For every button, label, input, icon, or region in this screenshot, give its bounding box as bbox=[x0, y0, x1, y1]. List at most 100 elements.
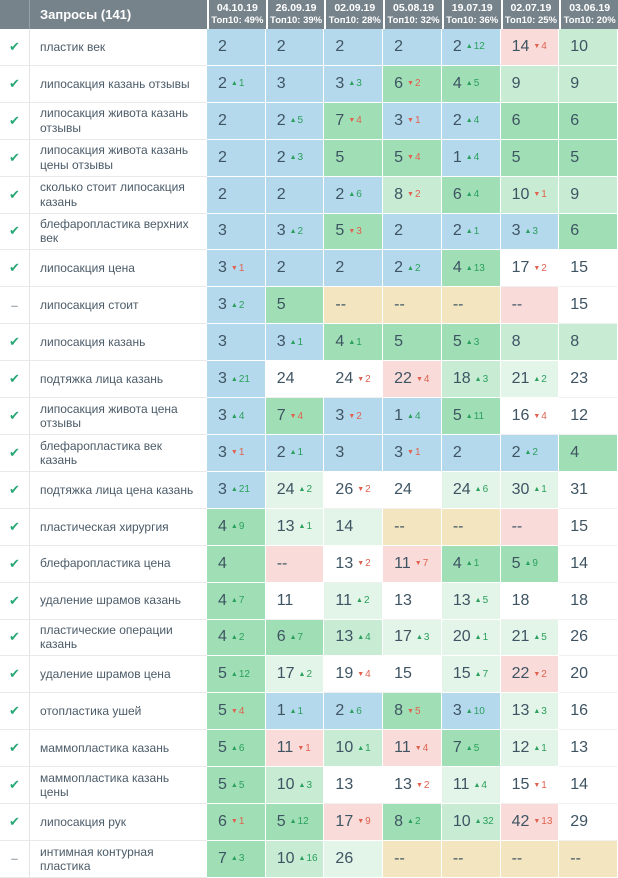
row-status-cell[interactable]: ✔ bbox=[0, 324, 30, 362]
position-cell: 15 bbox=[559, 508, 618, 546]
keyword-cell[interactable]: пластические операции казань bbox=[30, 619, 207, 657]
column-date: 02.09.19 bbox=[334, 2, 376, 14]
row-status-cell[interactable]: – bbox=[0, 287, 30, 325]
row-status-cell[interactable]: ✔ bbox=[0, 619, 30, 657]
date-column-header[interactable]: 05.08.19 Топ10: 32% bbox=[383, 0, 442, 29]
keyword-cell[interactable]: сколько стоит липосакция казань bbox=[30, 176, 207, 214]
row-status-cell[interactable]: ✔ bbox=[0, 545, 30, 583]
row-status-cell[interactable]: ✔ bbox=[0, 730, 30, 768]
position-cell: 2 bbox=[207, 29, 266, 66]
row-status-cell[interactable]: ✔ bbox=[0, 434, 30, 472]
row-status-cell[interactable]: ✔ bbox=[0, 398, 30, 435]
table-row: ✔ пластик век 2 2 2 2 2 ▲ 12 14 ▼ 4 10 bbox=[0, 29, 618, 66]
keyword-cell[interactable]: липосакция стоит bbox=[30, 287, 207, 325]
keyword-cell[interactable]: подтяжка лица казань bbox=[30, 361, 207, 399]
delta-value: 4 bbox=[414, 152, 421, 164]
position-value: 3 bbox=[394, 443, 404, 461]
row-status-cell[interactable]: ✔ bbox=[0, 139, 30, 177]
keyword-cell[interactable]: блефаропластика верхних век bbox=[30, 213, 207, 251]
position-cell: 30 ▲ 1 bbox=[500, 471, 560, 509]
keyword-cell[interactable]: маммопластика казань bbox=[30, 730, 207, 768]
row-status-cell[interactable]: ✔ bbox=[0, 767, 30, 805]
keyword-cell[interactable]: удаление шрамов казань bbox=[30, 582, 207, 620]
position-value: 2 bbox=[452, 37, 462, 55]
date-column-header[interactable]: 03.06.19 Топ10: 20% bbox=[559, 0, 618, 29]
row-status-cell[interactable]: ✔ bbox=[0, 102, 30, 140]
keyword-cell[interactable]: маммопластика казань цены bbox=[30, 767, 207, 805]
position-value: 17 bbox=[511, 259, 530, 277]
table-row: ✔ липосакция казань отзывы 2 ▲ 1 3 3 ▲ 3 6 ▼ 2 4 ▲ 5 9 9 bbox=[0, 65, 618, 103]
row-status-cell[interactable]: ✔ bbox=[0, 804, 30, 841]
row-status-cell[interactable]: – bbox=[0, 840, 30, 878]
keyword-cell[interactable]: липосакция живота цена отзывы bbox=[30, 398, 207, 435]
keyword-cell[interactable]: удаление шрамов цена bbox=[30, 656, 207, 694]
row-status-cell[interactable]: ✔ bbox=[0, 361, 30, 399]
position-value: 7 bbox=[276, 407, 286, 425]
column-date: 02.07.19 bbox=[510, 2, 552, 14]
date-column-header[interactable]: 26.09.19 Топ10: 39% bbox=[265, 0, 325, 29]
position-cell: 2 bbox=[207, 176, 266, 214]
keyword-cell[interactable]: пластическая хирургия bbox=[30, 508, 207, 546]
row-status-cell[interactable]: ✔ bbox=[0, 29, 30, 66]
table-row: ✔ липосакция живота казань отзывы 2 2 ▲ 5 7 ▼ 4 3… bbox=[0, 102, 618, 140]
keyword-cell[interactable]: блефаропластика цена bbox=[30, 545, 207, 583]
delta-up: ▲ 2 bbox=[533, 374, 547, 385]
delta-value: 5 bbox=[473, 78, 480, 90]
arrow-up-icon: ▲ bbox=[465, 117, 473, 125]
position-value: 24 bbox=[394, 480, 412, 498]
arrow-up-icon: ▲ bbox=[230, 633, 238, 641]
position-cell: -- bbox=[441, 287, 501, 325]
row-status-cell[interactable]: ✔ bbox=[0, 693, 30, 731]
delta-value: 3 bbox=[306, 779, 312, 791]
date-column-header[interactable]: 04.10.19 Топ10: 49% bbox=[207, 0, 266, 29]
position-cell: -- bbox=[383, 287, 442, 325]
date-column-header[interactable]: 02.07.19 Топ10: 25% bbox=[500, 0, 560, 29]
delta-up: ▲ 2 bbox=[356, 595, 370, 606]
table-row: ✔ липосакция казань 3 3 ▲ 1 4 ▲ 1 5 5 ▲ 3 8 8 bbox=[0, 324, 618, 362]
position-cell: 26 ▼ 2 bbox=[324, 471, 384, 509]
keyword-cell[interactable]: пластик век bbox=[30, 29, 207, 66]
delta-up: ▲ 3 bbox=[348, 78, 362, 89]
row-status-cell[interactable]: ✔ bbox=[0, 471, 30, 509]
keyword-cell[interactable]: липосакция цена bbox=[30, 250, 207, 288]
row-status-cell[interactable]: ✔ bbox=[0, 65, 30, 103]
position-cell: 2 bbox=[265, 176, 325, 214]
delta-up: ▲ 9 bbox=[524, 558, 538, 569]
position-value: 4 bbox=[218, 628, 227, 646]
date-column-header[interactable]: 19.07.19 Топ10: 36% bbox=[441, 0, 501, 29]
date-column-header[interactable]: 02.09.19 Топ10: 28% bbox=[324, 0, 384, 29]
keyword-cell[interactable]: блефаропластика век казань bbox=[30, 434, 207, 472]
keyword-cell[interactable]: подтяжка лица цена казань bbox=[30, 471, 207, 509]
delta-value: 7 bbox=[482, 668, 489, 680]
row-status-cell[interactable]: ✔ bbox=[0, 582, 30, 620]
row-status-cell[interactable]: ✔ bbox=[0, 250, 30, 288]
keyword-cell[interactable]: отопластика ушей bbox=[30, 693, 207, 731]
delta-down: ▼ 2 bbox=[533, 263, 547, 274]
row-status-cell[interactable]: ✔ bbox=[0, 213, 30, 251]
row-status-cell[interactable]: ✔ bbox=[0, 176, 30, 214]
position-cell: 5 ▲ 6 bbox=[207, 730, 266, 768]
keyword-cell[interactable]: липосакция казань отзывы bbox=[30, 65, 207, 103]
arrow-down-icon: ▼ bbox=[407, 80, 414, 88]
keyword-cell[interactable]: липосакция живота казань цены отзывы bbox=[30, 139, 207, 177]
arrow-down-icon: ▼ bbox=[230, 818, 238, 826]
delta-value: 12 bbox=[297, 816, 309, 828]
position-cell: 10 ▼ 1 bbox=[500, 176, 560, 214]
keyword-cell[interactable]: интимная контурная пластика bbox=[30, 840, 207, 878]
delta-down: ▼ 2 bbox=[357, 374, 371, 385]
keyword-cell[interactable]: липосакция рук bbox=[30, 804, 207, 841]
position-value: 3 bbox=[276, 222, 286, 240]
delta-value: 6 bbox=[356, 189, 362, 201]
row-status-cell[interactable]: ✔ bbox=[0, 508, 30, 546]
delta-value: 3 bbox=[473, 336, 480, 348]
position-value: 6 bbox=[570, 222, 580, 240]
position-cell: 8 ▲ 2 bbox=[383, 804, 442, 841]
arrow-up-icon: ▲ bbox=[348, 80, 356, 88]
keyword-cell[interactable]: липосакция живота казань отзывы bbox=[30, 102, 207, 140]
position-value: -- bbox=[511, 296, 523, 314]
table-row: ✔ отопластика ушей 5 ▼ 4 1 ▲ 1 2 ▲ 6 8 ▼ 5 3 ▲ 10 13 ▲ 3 16 bbox=[0, 693, 618, 731]
arrow-up-icon: ▲ bbox=[474, 597, 482, 605]
keyword-cell[interactable]: липосакция казань bbox=[30, 324, 207, 362]
row-status-cell[interactable]: ✔ bbox=[0, 656, 30, 694]
arrow-down-icon: ▼ bbox=[357, 375, 365, 383]
